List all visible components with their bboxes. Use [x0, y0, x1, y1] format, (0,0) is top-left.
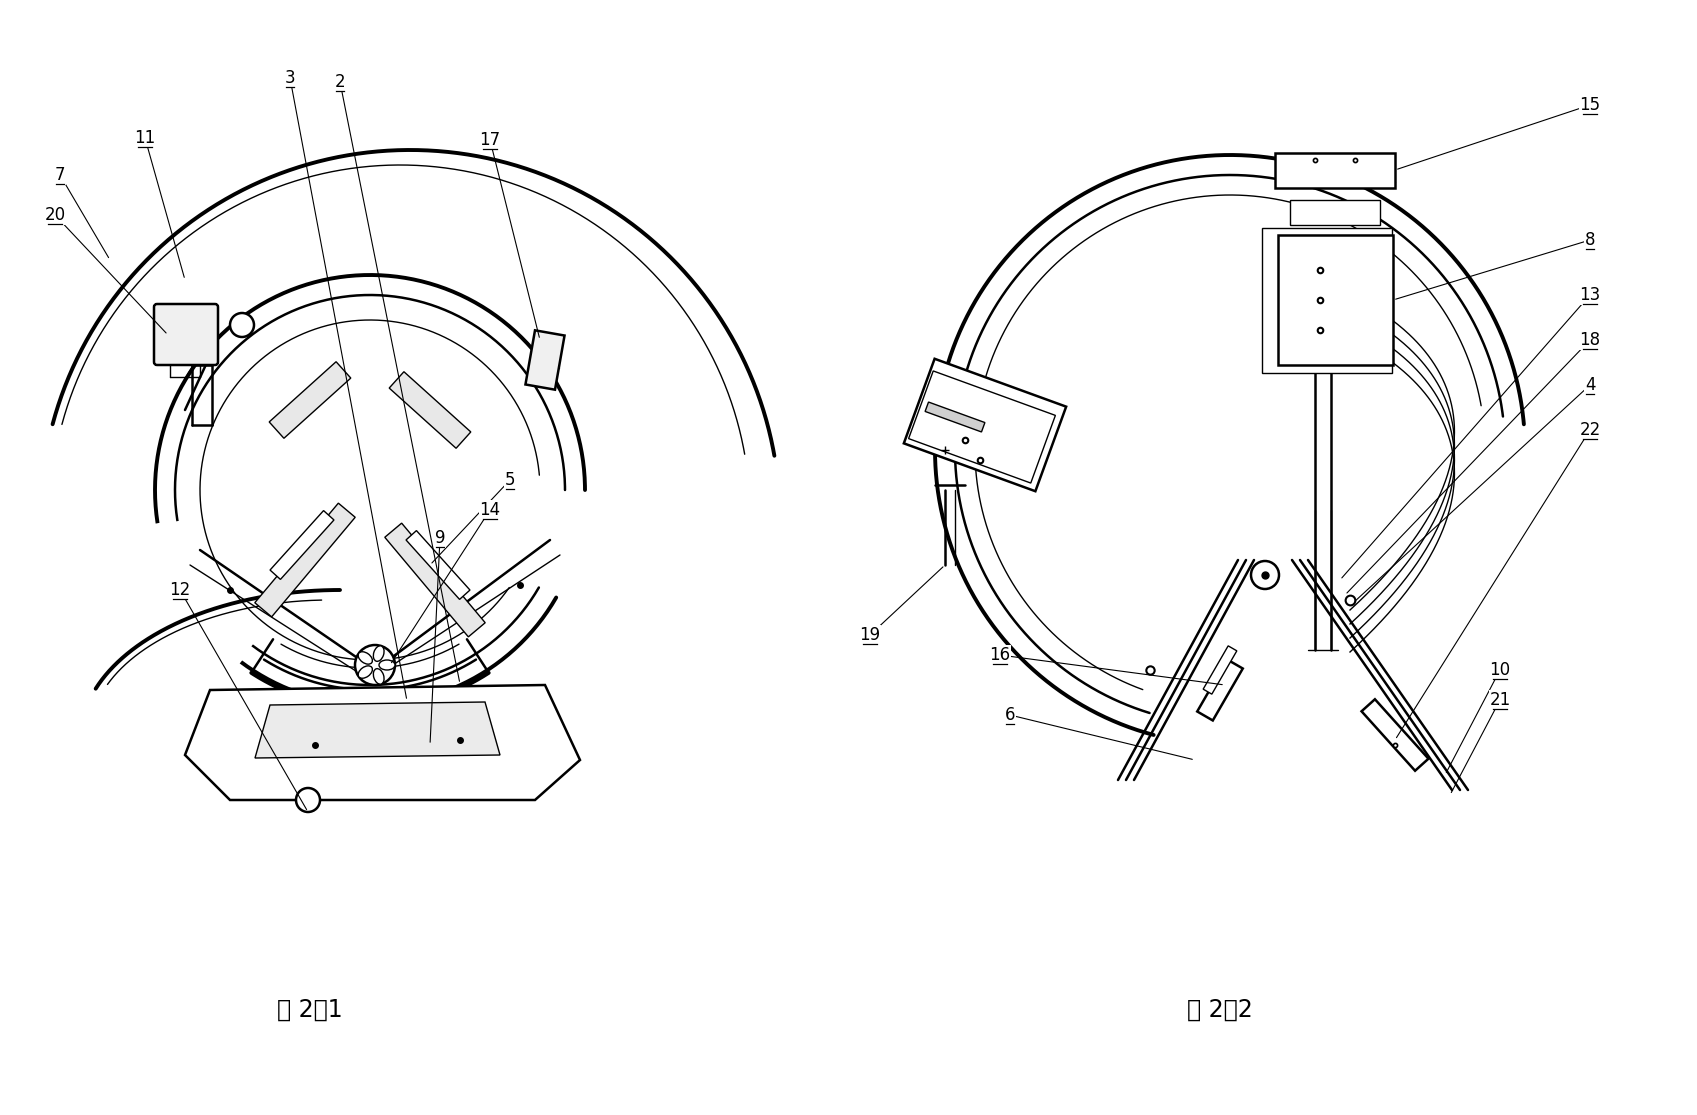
Text: 20: 20 — [44, 206, 66, 224]
Text: 5: 5 — [504, 471, 516, 489]
Ellipse shape — [378, 660, 395, 670]
Text: 9: 9 — [434, 529, 445, 547]
Text: 7: 7 — [54, 166, 64, 184]
Polygon shape — [526, 330, 565, 389]
Text: 19: 19 — [859, 626, 881, 644]
Text: 8: 8 — [1585, 231, 1595, 249]
Polygon shape — [908, 371, 1056, 483]
Text: 4: 4 — [1585, 376, 1595, 394]
Polygon shape — [1274, 153, 1395, 187]
Ellipse shape — [373, 646, 384, 661]
Polygon shape — [1361, 699, 1429, 770]
Polygon shape — [1203, 646, 1237, 695]
Circle shape — [231, 313, 255, 337]
Text: 13: 13 — [1580, 287, 1600, 304]
Text: 21: 21 — [1490, 691, 1510, 709]
Text: 12: 12 — [170, 581, 190, 599]
FancyBboxPatch shape — [154, 304, 217, 365]
Polygon shape — [905, 359, 1066, 492]
Ellipse shape — [358, 666, 372, 678]
Circle shape — [355, 644, 395, 685]
Polygon shape — [255, 503, 355, 617]
Text: 22: 22 — [1580, 421, 1600, 439]
Polygon shape — [1290, 200, 1380, 224]
Ellipse shape — [358, 652, 372, 665]
Text: 11: 11 — [134, 129, 156, 147]
Ellipse shape — [373, 669, 384, 685]
Circle shape — [1251, 561, 1280, 589]
Text: 15: 15 — [1580, 96, 1600, 114]
Text: 17: 17 — [480, 130, 501, 149]
Text: 图 2－1: 图 2－1 — [277, 998, 343, 1022]
Polygon shape — [1278, 235, 1393, 365]
Polygon shape — [1263, 227, 1392, 372]
Polygon shape — [270, 511, 334, 580]
Text: 3: 3 — [285, 69, 295, 87]
Text: 18: 18 — [1580, 331, 1600, 349]
Polygon shape — [925, 403, 984, 432]
Polygon shape — [406, 531, 470, 600]
Text: 16: 16 — [989, 646, 1010, 665]
Text: 14: 14 — [480, 501, 501, 518]
Text: 2: 2 — [334, 72, 344, 91]
Polygon shape — [185, 685, 580, 799]
Polygon shape — [270, 361, 351, 438]
Polygon shape — [385, 523, 485, 637]
Text: 图 2－2: 图 2－2 — [1188, 998, 1252, 1022]
Polygon shape — [389, 371, 470, 448]
Text: 6: 6 — [1005, 706, 1015, 724]
Circle shape — [295, 788, 321, 812]
Polygon shape — [1196, 659, 1242, 720]
Text: 10: 10 — [1490, 661, 1510, 679]
Polygon shape — [255, 702, 501, 758]
